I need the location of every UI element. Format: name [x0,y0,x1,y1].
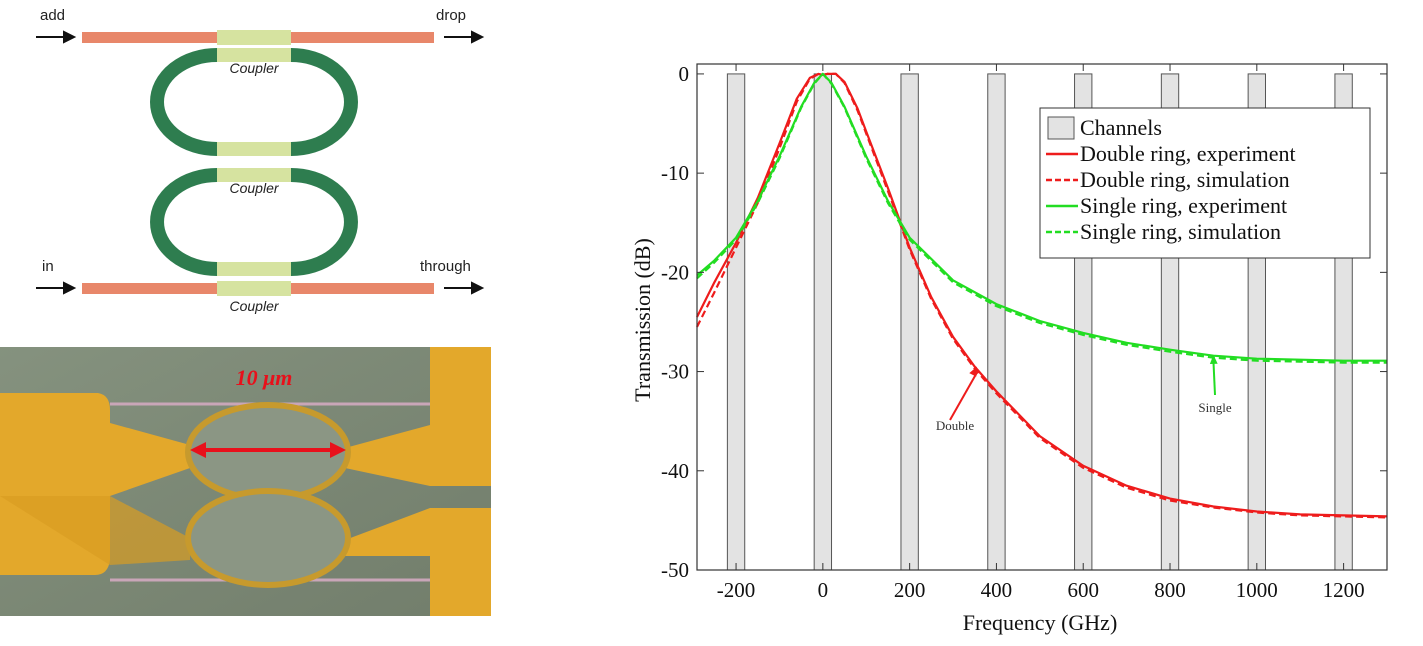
drop-label: drop [436,7,466,24]
y-tick-label-0: 0 [679,62,690,86]
y-tick-label-1: -10 [661,161,689,185]
channel-bar-7 [1334,73,1353,571]
legend-swatch-0 [1047,116,1075,140]
annotation-arrowhead-0 [969,366,977,377]
upper-ring-top-coupler [217,48,291,62]
x-tick-label-6: 1000 [1236,578,1278,602]
channel-bar-1 [813,73,833,571]
top-coupler-pad [217,30,291,45]
annotation-arrow-0 [949,372,978,421]
x-tick-label-1: 0 [818,578,829,602]
x-axis-label: Frequency (GHz) [963,610,1118,635]
x-tick-label-5: 800 [1154,578,1186,602]
in-label: in [42,258,54,275]
x-tick-label-7: 1200 [1323,578,1365,602]
legend-label-2: Double ring, simulation [1080,167,1290,192]
annotation-label-1: Single [1198,400,1231,415]
through-arrow [444,281,485,295]
legend-box [1039,107,1371,259]
coupler-label-3: Coupler [229,298,279,314]
coupler-label-2: Coupler [229,180,279,196]
add-label: add [40,7,65,24]
scale-arrowhead-left [190,442,206,458]
through-label: through [420,258,471,275]
channel-bar-3 [987,73,1006,571]
in-arrow [36,281,77,295]
drop-arrow [444,30,485,44]
annotation-label-0: Double [936,418,975,433]
device-micrograph: 10 μm [0,347,491,616]
y-tick-label-4: -40 [661,459,689,483]
x-tick-label-3: 400 [981,578,1013,602]
channel-bar-6 [1247,73,1266,571]
lower-ring-bottom-coupler [217,262,291,276]
y-tick-label-5: -50 [661,558,689,582]
lower-ring-top-coupler [217,168,291,182]
channel-bar-5 [1160,73,1180,571]
legend-label-4: Single ring, simulation [1080,219,1281,244]
y-tick-label-3: -30 [661,360,689,384]
coupler-label-1: Coupler [229,60,279,76]
bottom-coupler-pad [217,281,291,296]
scale-arrowhead-right [330,442,346,458]
series-line-0 [696,72,1388,518]
channel-bar-2 [900,73,919,571]
series-line-1 [696,72,1388,519]
annotation-arrowhead-1 [1209,354,1218,365]
legend-label-1: Double ring, experiment [1080,141,1296,166]
channel-bar-0 [726,73,746,571]
legend-label-0: Channels [1080,115,1162,140]
x-tick-label-2: 200 [894,578,926,602]
channel-bar-4 [1074,73,1093,571]
upper-ring-bottom-coupler [217,142,291,156]
series-line-2 [696,72,1387,362]
scale-label: 10 μm [236,365,293,390]
annotation-arrow-1 [1212,360,1216,396]
plot-area [697,64,1387,570]
y-tick-label-2: -20 [661,260,689,284]
x-tick-label-4: 600 [1067,578,1099,602]
add-arrow [36,30,77,44]
y-axis-label: Transmission (dB) [630,238,655,402]
series-line-3 [696,72,1387,364]
x-tick-label-0: -200 [717,578,756,602]
plot-frame [696,63,1388,571]
legend-label-3: Single ring, experiment [1080,193,1287,218]
ring-schematic: Coupler Coupler Coupler add drop in thro… [0,7,491,616]
